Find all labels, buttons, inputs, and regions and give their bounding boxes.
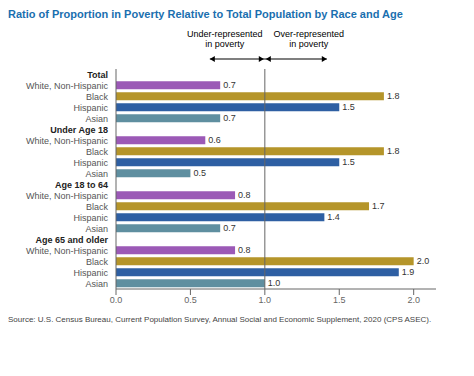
- svg-text:0.5: 0.5: [184, 295, 197, 305]
- svg-text:Over-representedin poverty: Over-representedin poverty: [274, 29, 345, 49]
- svg-text:1.0: 1.0: [259, 295, 272, 305]
- html-text:Source: U.S. Census Bureau, Cu: Source: U.S. Census Bureau, Current Popu…: [8, 315, 432, 324]
- svg-text:Under Age 18: Under Age 18: [50, 125, 108, 135]
- svg-text:White, Non-Hispanic: White, Non-Hispanic: [26, 246, 109, 256]
- svg-text:1.0: 1.0: [268, 278, 281, 288]
- svg-text:0.6: 0.6: [208, 135, 221, 145]
- svg-text:Age 18 to 64: Age 18 to 64: [55, 180, 108, 190]
- svg-text:1.4: 1.4: [327, 212, 340, 222]
- svg-text:0.8: 0.8: [238, 190, 251, 200]
- svg-text:1.5: 1.5: [333, 295, 346, 305]
- svg-text:0.5: 0.5: [193, 168, 206, 178]
- svg-text:Asian: Asian: [85, 169, 108, 179]
- svg-text:0.7: 0.7: [223, 113, 236, 123]
- svg-text:1.7: 1.7: [372, 201, 385, 211]
- svg-text:Hispanic: Hispanic: [73, 158, 108, 168]
- svg-text:0.0: 0.0: [110, 295, 123, 305]
- svg-text:White, Non-Hispanic: White, Non-Hispanic: [26, 81, 109, 91]
- svg-text:2.0: 2.0: [407, 295, 420, 305]
- svg-text:0.8: 0.8: [238, 245, 251, 255]
- svg-text:Black: Black: [86, 147, 109, 157]
- svg-text:1.8: 1.8: [387, 146, 400, 156]
- svg-text:0.7: 0.7: [223, 80, 236, 90]
- svg-text:Asian: Asian: [85, 114, 108, 124]
- svg-text:Asian: Asian: [85, 224, 108, 234]
- svg-text:0.7: 0.7: [223, 223, 236, 233]
- svg-text:Black: Black: [86, 257, 109, 267]
- svg-text:Black: Black: [86, 202, 109, 212]
- svg-text:1.5: 1.5: [342, 102, 355, 112]
- svg-text:Hispanic: Hispanic: [73, 268, 108, 278]
- svg-text:Black: Black: [86, 92, 109, 102]
- svg-text:1.5: 1.5: [342, 157, 355, 167]
- svg-text:White, Non-Hispanic: White, Non-Hispanic: [26, 136, 109, 146]
- svg-text:Under-representedin poverty: Under-representedin poverty: [187, 29, 263, 49]
- svg-text:2.0: 2.0: [417, 256, 430, 266]
- svg-text:Total: Total: [87, 70, 108, 80]
- svg-text:1.9: 1.9: [402, 267, 415, 277]
- svg-text:Asian: Asian: [85, 279, 108, 289]
- svg-text:Hispanic: Hispanic: [73, 103, 108, 113]
- svg-text:Age 65 and older: Age 65 and older: [35, 235, 108, 245]
- svg-text:White, Non-Hispanic: White, Non-Hispanic: [26, 191, 109, 201]
- html-text:Ratio of Proportion in Poverty: Ratio of Proportion in Poverty Relative …: [8, 8, 403, 20]
- svg-text:Hispanic: Hispanic: [73, 213, 108, 223]
- svg-text:1.8: 1.8: [387, 91, 400, 101]
